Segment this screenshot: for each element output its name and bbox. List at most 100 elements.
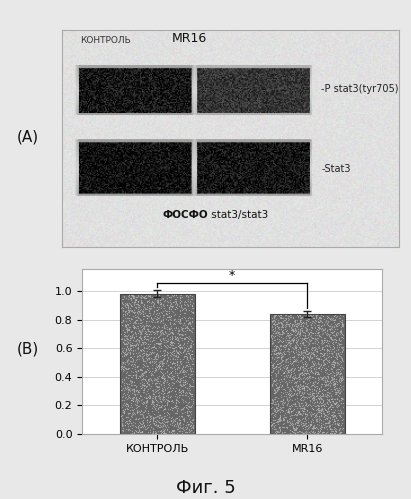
Point (286, 393, 293, 401)
Point (184, 428, 190, 436)
Point (336, 317, 343, 325)
Point (131, 360, 138, 368)
Point (295, 402, 302, 410)
Point (310, 329, 316, 337)
Point (271, 380, 278, 388)
Point (299, 377, 306, 385)
Point (318, 336, 325, 344)
Point (180, 298, 187, 306)
Point (314, 355, 321, 363)
Point (148, 312, 154, 320)
Point (124, 395, 130, 403)
Point (133, 313, 139, 321)
Point (144, 340, 151, 348)
Point (291, 335, 297, 343)
Point (284, 331, 291, 339)
Point (123, 345, 129, 353)
Point (323, 429, 329, 437)
Point (271, 316, 277, 324)
Point (327, 315, 334, 323)
Point (136, 365, 143, 373)
Point (322, 381, 329, 389)
Point (127, 296, 134, 304)
Point (139, 381, 146, 389)
Point (315, 363, 322, 371)
Point (285, 396, 292, 404)
Point (281, 428, 288, 436)
Point (334, 331, 340, 339)
Point (132, 368, 139, 376)
Point (165, 379, 172, 387)
Point (319, 363, 326, 371)
Point (284, 355, 291, 363)
Point (174, 300, 180, 308)
Point (138, 396, 144, 404)
Point (185, 316, 191, 324)
Point (141, 361, 147, 369)
Point (294, 356, 300, 364)
Point (317, 397, 323, 405)
Point (171, 346, 178, 354)
Point (275, 329, 282, 337)
Point (119, 344, 126, 352)
Point (286, 319, 293, 327)
Point (119, 360, 125, 368)
Point (313, 392, 319, 400)
Point (324, 353, 331, 361)
Point (309, 362, 315, 370)
Point (335, 384, 342, 392)
Point (177, 419, 184, 427)
Point (293, 377, 300, 385)
Point (324, 419, 330, 427)
Point (280, 368, 287, 376)
Point (302, 419, 308, 427)
Point (177, 310, 183, 318)
Point (124, 417, 130, 425)
Point (147, 420, 153, 428)
Point (298, 410, 304, 418)
Point (316, 414, 323, 422)
Point (304, 383, 311, 391)
Point (281, 349, 288, 357)
Point (134, 307, 141, 315)
Point (337, 365, 344, 373)
Point (299, 384, 306, 392)
Point (330, 356, 337, 364)
Point (332, 384, 339, 392)
Point (304, 425, 310, 433)
Point (138, 370, 145, 378)
Point (134, 341, 141, 349)
Point (281, 350, 287, 358)
Point (328, 375, 335, 383)
Point (139, 428, 145, 436)
Point (306, 385, 313, 393)
Point (305, 329, 312, 337)
Point (338, 327, 344, 335)
Point (144, 331, 150, 339)
Point (338, 422, 345, 430)
Point (288, 365, 294, 373)
Point (139, 416, 146, 424)
Point (130, 378, 137, 386)
Point (309, 424, 315, 432)
Point (165, 380, 171, 388)
Point (144, 382, 150, 390)
Point (302, 325, 309, 333)
Point (315, 355, 322, 363)
Point (169, 373, 175, 381)
Point (291, 426, 297, 434)
Point (180, 415, 186, 423)
Point (310, 427, 316, 435)
Point (290, 372, 296, 380)
Point (293, 418, 299, 426)
Point (292, 357, 299, 365)
Point (272, 365, 279, 373)
Point (284, 344, 291, 352)
Point (179, 365, 186, 373)
Point (129, 292, 136, 300)
Point (137, 391, 143, 399)
Point (301, 348, 307, 356)
Point (155, 422, 162, 430)
Point (307, 420, 314, 428)
Point (307, 336, 314, 344)
